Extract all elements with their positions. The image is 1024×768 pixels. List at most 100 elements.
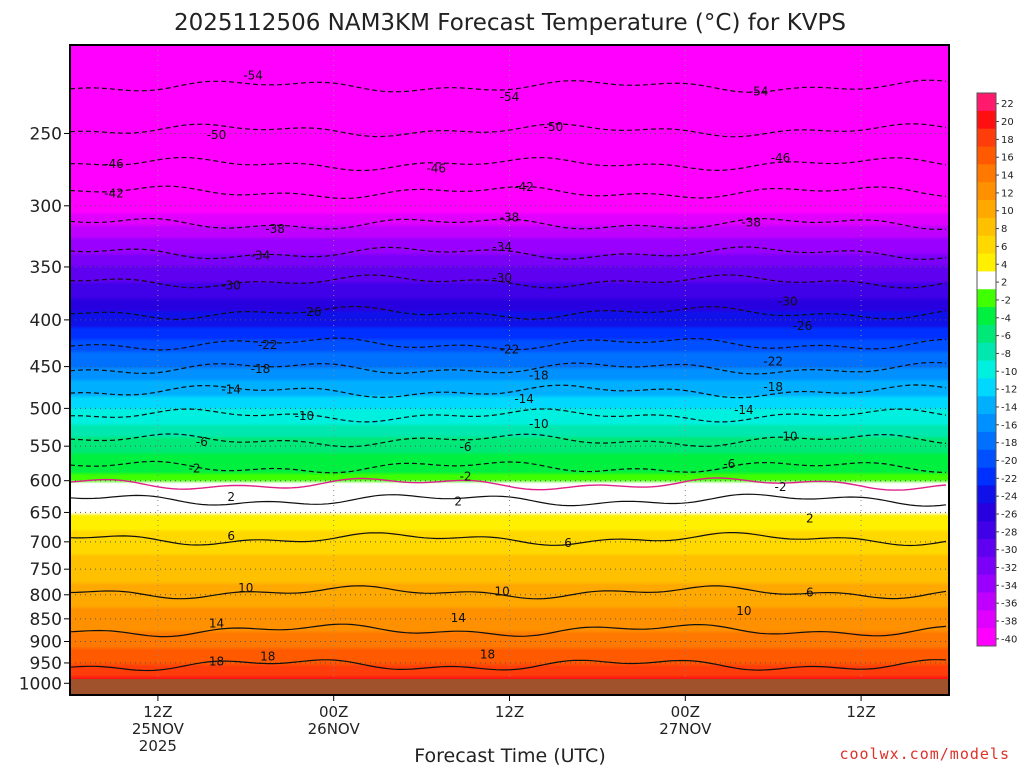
contour-label: 6: [227, 529, 235, 543]
x-tick-label: 12Z: [143, 703, 172, 721]
site-credit: coolwx.com/models: [839, 745, 1010, 763]
contour-label: -54: [500, 90, 520, 104]
colorbar-label: 4: [1001, 260, 1007, 271]
colorbar-label: -16: [1001, 420, 1017, 431]
colorbar-swatch: [977, 610, 996, 629]
colorbar-swatch: [977, 628, 996, 647]
colorbar-swatch: [977, 271, 996, 290]
plot-area: -54 -54 -54 -50 -50 -46 -46 -46 -42 -42 -38 -38 -38 -…: [70, 45, 949, 695]
colorbar-label: -18: [1001, 438, 1017, 449]
contour-label: -14: [734, 403, 754, 417]
contour-label: -14: [514, 392, 534, 406]
colorbar-label: 16: [1001, 153, 1014, 164]
colorbar-label: 14: [1001, 171, 1014, 182]
contour-label: -6: [460, 440, 472, 454]
x-tick-label: 27NOV: [659, 720, 712, 738]
isotherm--26: [70, 305, 947, 321]
colorbar-swatch: [977, 164, 996, 183]
colorbar-swatch: [977, 360, 996, 379]
colorbar-swatch: [977, 217, 996, 237]
y-tick-label: 1000: [19, 674, 62, 694]
colorbar-swatch: [977, 342, 996, 362]
isotherm--22: [70, 337, 947, 351]
contour-label: 2: [806, 511, 814, 525]
contour-label: 18: [260, 650, 275, 664]
contour-label: -2: [775, 480, 787, 494]
x-tick-label: 00Z: [671, 703, 700, 721]
contour-label: -22: [763, 354, 783, 368]
y-tick-label: 900: [30, 632, 62, 652]
contour-label: -30: [492, 271, 512, 285]
contour-labels: -54 -54 -54 -50 -50 -46 -46 -46 -42 -42 -38 -38 -38 -…: [104, 69, 814, 669]
contour-label: -46: [426, 161, 446, 175]
isotherm--38: [70, 217, 947, 231]
colorbar-swatch: [977, 396, 996, 415]
colorbar-swatch: [977, 128, 996, 148]
colorbar-label: -28: [1001, 527, 1017, 538]
contour-label: 14: [209, 616, 224, 630]
contour-label: 10: [495, 584, 510, 598]
colorbar-swatch: [977, 521, 996, 540]
y-tick-label: 350: [30, 258, 62, 278]
contour-label: -2: [460, 470, 472, 484]
colorbar-swatch: [977, 378, 996, 397]
colorbar-swatch: [977, 110, 996, 130]
colorbar-swatch: [977, 93, 996, 112]
contour-label: 10: [238, 581, 253, 595]
colorbar-swatch: [977, 307, 996, 326]
isotherm--50: [70, 123, 947, 138]
x-tick-label: 25NOV: [132, 720, 185, 738]
x-tick-label: 00Z: [319, 703, 348, 721]
ground-strip: [70, 679, 949, 695]
x-tick-label: 26NOV: [308, 720, 361, 738]
colorbar-swatch: [977, 200, 996, 219]
colorbar-swatch: [977, 253, 996, 272]
colorbar-label: -32: [1001, 563, 1017, 574]
colorbar: 22 20 18 16 14 12 10 8 6 4 2 -2 -4 -6 -8 -10 -12 -14 -16 -1…: [976, 92, 1017, 647]
isotherm--18: [70, 361, 947, 375]
contour-label: -2: [189, 462, 201, 476]
contour-label: 2: [454, 494, 462, 508]
contour-label: -54: [749, 85, 769, 99]
y-tick-label: 950: [30, 654, 62, 674]
isotherm-lines: [70, 79, 947, 672]
y-tick-label: 600: [30, 472, 62, 492]
colorbar-label: -22: [1001, 474, 1017, 485]
colorbar-label: 22: [1001, 99, 1014, 110]
colorbar-label: 18: [1001, 135, 1014, 146]
contour-label: -18: [529, 368, 549, 382]
colorbar-label: 10: [1001, 206, 1014, 217]
contour-label: 14: [451, 611, 466, 625]
contour-label: -46: [104, 157, 124, 171]
contour-label: -46: [771, 151, 791, 165]
colorbar-label: -10: [1001, 367, 1017, 378]
colorbar-swatch: [977, 556, 996, 576]
contour-label: -10: [778, 430, 798, 444]
colorbar-label: -4: [1001, 313, 1011, 324]
contour-label: -14: [221, 383, 241, 397]
colorbar-swatch: [977, 289, 996, 308]
isotherm-14: [70, 623, 947, 638]
colorbar-label: -38: [1001, 617, 1017, 628]
contour-label: -30: [221, 279, 241, 293]
colorbar-label: -14: [1001, 402, 1017, 413]
contour-label: -34: [251, 248, 271, 262]
isotherm-18: [70, 659, 947, 672]
isotherm-6: [70, 532, 947, 547]
colorbar-label: -8: [1001, 349, 1011, 360]
colorbar-swatch: [977, 503, 996, 522]
colorbar-swatch: [977, 574, 996, 593]
colorbar-swatch: [977, 146, 996, 165]
y-tick-label: 450: [30, 358, 62, 378]
y-tick-label: 500: [30, 399, 62, 419]
colorbar-label: -34: [1001, 581, 1017, 592]
isotherm--2: [70, 460, 946, 474]
colorbar-label: -24: [1001, 492, 1017, 503]
contour-label: -22: [258, 338, 278, 352]
contour-label: -38: [265, 222, 285, 236]
colorbar-label: -12: [1001, 385, 1017, 396]
chart-title: 2025112506 NAM3KM Forecast Temperature (…: [174, 10, 846, 36]
y-tick-label: 800: [30, 586, 62, 606]
isotherm--42: [70, 185, 947, 200]
